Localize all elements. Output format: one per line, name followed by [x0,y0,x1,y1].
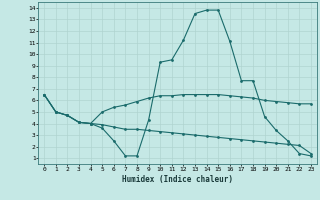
X-axis label: Humidex (Indice chaleur): Humidex (Indice chaleur) [122,175,233,184]
